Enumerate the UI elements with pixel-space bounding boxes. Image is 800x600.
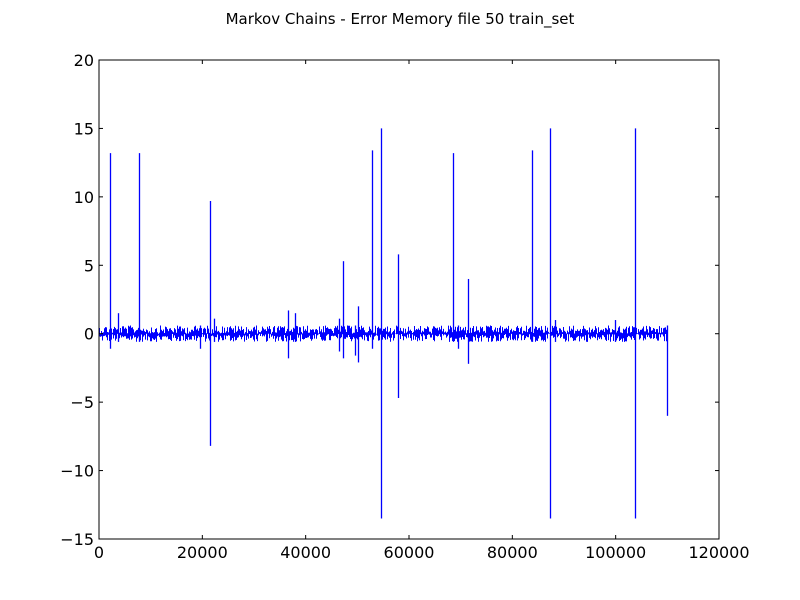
plot-area-frame	[98, 59, 720, 540]
x-tick-label: 100000	[585, 543, 646, 562]
x-axis: 0 20000 40000 60000 80000 100000 120000	[94, 60, 750, 562]
series-line	[99, 128, 669, 519]
y-tick-label: 20	[74, 51, 94, 70]
x-tick-label: 40000	[280, 543, 331, 562]
y-tick-label: 5	[84, 256, 94, 275]
y-tick-label: −5	[70, 393, 94, 412]
y-tick-label: 0	[84, 325, 94, 344]
x-tick-label: 80000	[487, 543, 538, 562]
x-tick-label: 20000	[177, 543, 228, 562]
y-tick-label: 15	[74, 119, 94, 138]
chart-title: Markov Chains - Error Memory file 50 tra…	[226, 10, 575, 29]
y-tick-label: −10	[60, 462, 94, 481]
x-tick-label: 120000	[688, 543, 749, 562]
x-tick-label: 60000	[384, 543, 435, 562]
y-axis: −15 −10 −5 0 5 10 15 20	[60, 51, 719, 549]
x-tick-label: 0	[94, 543, 104, 562]
y-tick-label: 10	[74, 188, 94, 207]
y-tick-label: −15	[60, 530, 94, 549]
series-baseline-noise	[99, 325, 668, 342]
